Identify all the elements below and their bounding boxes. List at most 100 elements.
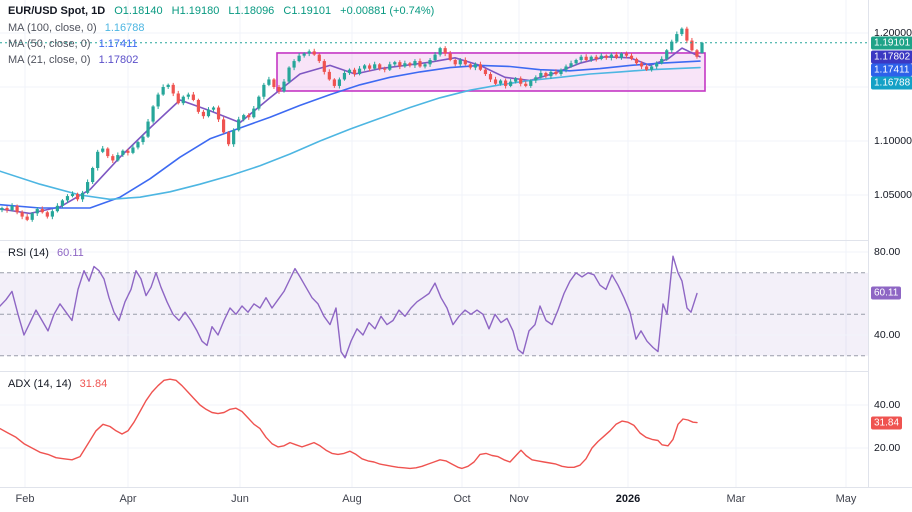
candle-body bbox=[297, 55, 301, 62]
axis-tick-label: 1.05000 bbox=[874, 189, 912, 201]
time-axis[interactable]: Feb Apr Jun Aug Oct Nov 2026 Mar May bbox=[0, 488, 912, 512]
candle-body bbox=[337, 79, 342, 86]
candle-body bbox=[20, 212, 24, 217]
low-value: L1.18096 bbox=[228, 5, 275, 17]
candle-body bbox=[675, 34, 679, 42]
candle-body bbox=[458, 60, 462, 65]
pane-separator[interactable] bbox=[0, 371, 868, 372]
candle-body bbox=[91, 168, 95, 183]
axis-tick-label: 40.00 bbox=[874, 399, 901, 411]
candle-body bbox=[201, 111, 206, 117]
pane-separator[interactable] bbox=[0, 240, 868, 241]
candle-body bbox=[639, 63, 644, 67]
time-axis-label-jun: Jun bbox=[231, 493, 249, 505]
candle-body bbox=[680, 28, 684, 35]
price-axis[interactable]: 1.20000 1.10000 1.05000 1.19101 1.17802 1.174… bbox=[869, 0, 912, 487]
candle-body bbox=[574, 60, 578, 64]
candle-body bbox=[468, 64, 472, 68]
candle-body bbox=[584, 56, 588, 60]
candle-body bbox=[30, 213, 34, 220]
rsi-pane bbox=[0, 241, 868, 371]
candle-body bbox=[287, 67, 291, 82]
rsi-value: 60.11 bbox=[57, 247, 84, 259]
ma100-value: 1.16788 bbox=[104, 22, 145, 34]
candle-body bbox=[539, 72, 543, 78]
time-axis-separator bbox=[0, 487, 912, 488]
candle-body bbox=[599, 55, 603, 59]
candle-body bbox=[282, 81, 286, 92]
candle-body bbox=[221, 119, 226, 133]
adx-chart-canvas[interactable] bbox=[0, 372, 868, 487]
rsi-legend-row[interactable]: RSI (14) 60.11 bbox=[8, 247, 84, 259]
rsi-chart-canvas[interactable] bbox=[0, 241, 868, 371]
candle-body bbox=[206, 109, 211, 117]
candle-body bbox=[493, 79, 498, 84]
candle-body bbox=[514, 78, 518, 82]
candle-body bbox=[111, 156, 115, 161]
time-axis-label-oct: Oct bbox=[453, 493, 471, 505]
candle-body bbox=[237, 119, 241, 131]
candle-body bbox=[594, 56, 598, 59]
ma50-legend-row[interactable]: MA (50, close, 0) 1.17411 bbox=[8, 38, 138, 50]
time-axis-label-2026: 2026 bbox=[615, 493, 641, 505]
candle-body bbox=[216, 107, 221, 120]
ma50-value: 1.17411 bbox=[98, 38, 138, 50]
ma50-label: MA (50, close, 0) bbox=[8, 38, 91, 50]
candle-body bbox=[524, 83, 528, 86]
candle-body bbox=[690, 40, 694, 51]
candle-body bbox=[75, 193, 80, 200]
candle-body bbox=[665, 50, 669, 59]
candle-body bbox=[357, 68, 362, 75]
candle-body bbox=[10, 205, 14, 211]
candle-body bbox=[186, 94, 190, 97]
close-value: C1.19101 bbox=[283, 5, 332, 17]
candle-body bbox=[453, 60, 457, 65]
candle-body bbox=[146, 121, 150, 137]
axis-tick-label: 1.20000 bbox=[874, 27, 912, 39]
price-axis-separator bbox=[868, 0, 869, 487]
candle-body bbox=[347, 69, 352, 73]
candle-body bbox=[70, 193, 75, 197]
ma100-legend-row[interactable]: MA (100, close, 0) 1.16788 bbox=[8, 22, 144, 34]
candle-body bbox=[257, 96, 261, 109]
candle-body bbox=[624, 53, 629, 56]
symbol-title: EUR/USD Spot, 1D bbox=[8, 5, 106, 17]
candle-body bbox=[116, 155, 120, 161]
axis-price-badge: 60.11 bbox=[871, 286, 902, 300]
candle-body bbox=[488, 74, 493, 80]
symbol-legend[interactable]: EUR/USD Spot, 1D O1.18140 H1.19180 L1.18… bbox=[8, 5, 434, 17]
change-value: +0.00881 (+0.74%) bbox=[340, 5, 435, 17]
candle-body bbox=[645, 66, 649, 70]
candle-body bbox=[252, 108, 256, 118]
time-axis-label-aug: Aug bbox=[342, 493, 362, 505]
ma21-legend-row[interactable]: MA (21, close, 0) 1.17802 bbox=[8, 54, 138, 66]
candle-body bbox=[483, 69, 488, 75]
candle-body bbox=[544, 72, 548, 77]
candle-body bbox=[181, 96, 185, 104]
candle-body bbox=[428, 60, 432, 65]
ma100-label: MA (100, close, 0) bbox=[8, 22, 97, 34]
axis-price-badge: 1.17411 bbox=[871, 63, 912, 77]
axis-price-badge: 31.84 bbox=[871, 416, 903, 430]
candle-body bbox=[408, 63, 412, 66]
candle-body bbox=[232, 130, 236, 145]
candle-body bbox=[393, 62, 397, 65]
candle-body bbox=[418, 61, 422, 67]
candle-body bbox=[554, 71, 558, 75]
candle-body bbox=[383, 68, 387, 70]
adx-legend-row[interactable]: ADX (14, 14) 31.84 bbox=[8, 378, 107, 390]
candle-body bbox=[403, 63, 407, 67]
candle-body bbox=[166, 84, 170, 87]
candle-body bbox=[604, 55, 608, 58]
candle-body bbox=[433, 54, 437, 60]
candle-body bbox=[262, 84, 266, 97]
candle-body bbox=[473, 64, 477, 68]
candle-body bbox=[227, 132, 231, 145]
time-axis-label-may: May bbox=[835, 493, 857, 505]
candle-body bbox=[368, 65, 372, 69]
candle-body bbox=[60, 200, 65, 206]
candle-body bbox=[292, 61, 296, 68]
price-chart-canvas[interactable] bbox=[0, 0, 868, 241]
time-axis-label-mar: Mar bbox=[726, 493, 746, 505]
consolidation-box-annotation[interactable] bbox=[276, 52, 706, 92]
